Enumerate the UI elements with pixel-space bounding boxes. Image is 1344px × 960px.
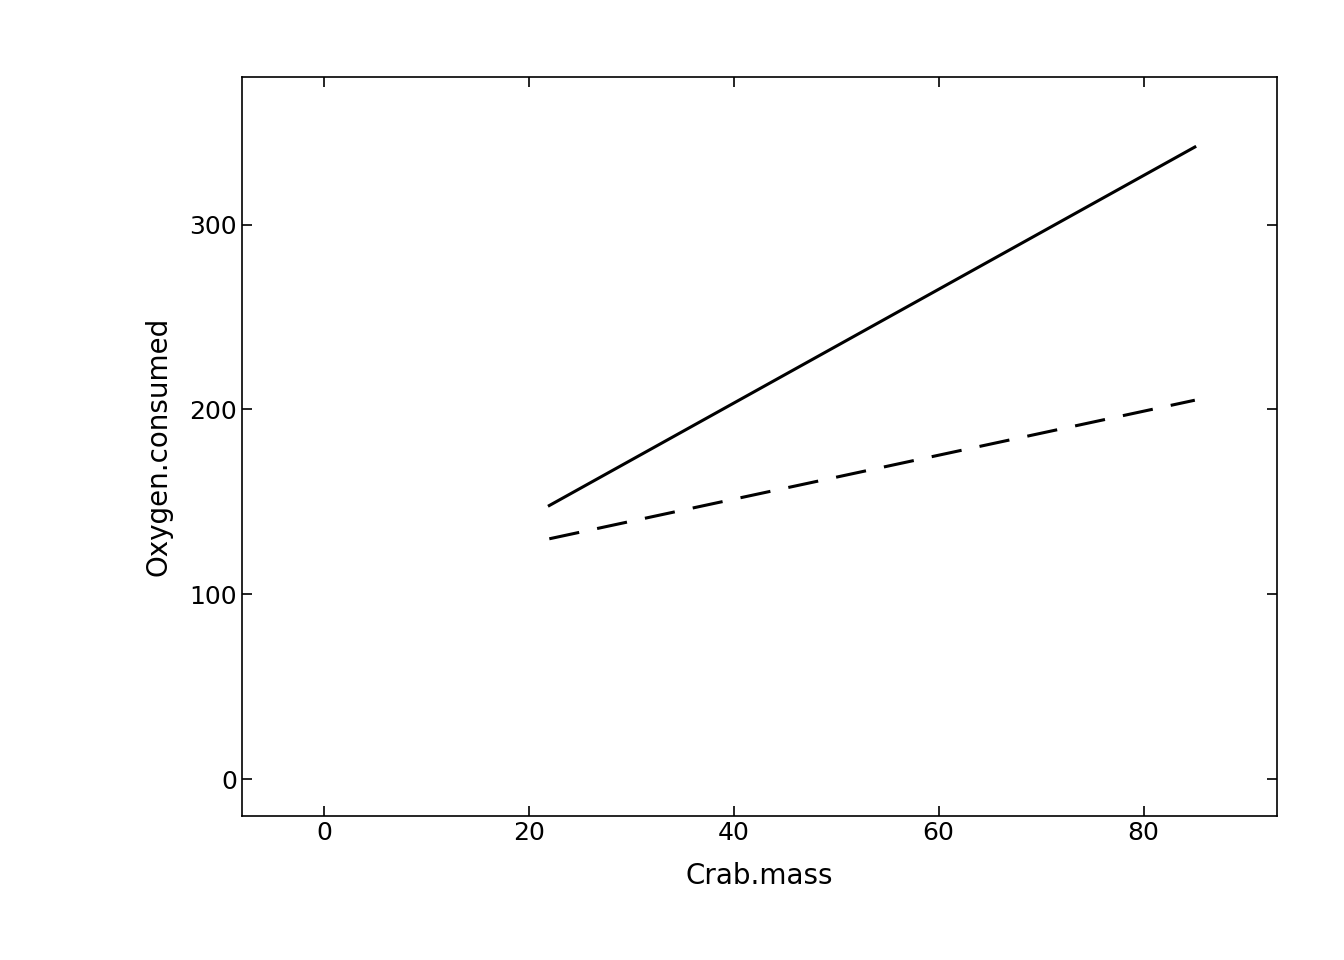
X-axis label: Crab.mass: Crab.mass <box>685 861 833 890</box>
Y-axis label: Oxygen.consumed: Oxygen.consumed <box>145 317 172 576</box>
